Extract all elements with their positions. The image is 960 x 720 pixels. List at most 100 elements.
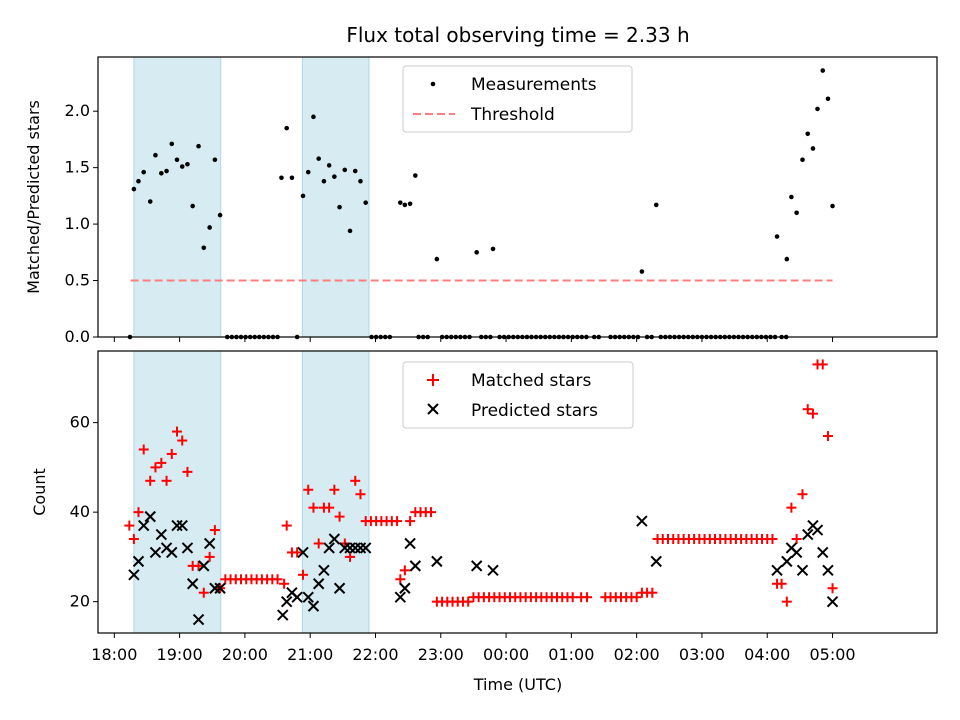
- measurement-point: [413, 173, 418, 178]
- predicted-marker-b: [132, 555, 145, 568]
- predicted-star-point: [192, 613, 205, 626]
- predicted-marker-b: [431, 555, 443, 568]
- predicted-star-point: [811, 524, 824, 536]
- matched-star-point: [272, 574, 283, 585]
- predicted-marker-b: [186, 578, 199, 590]
- measurement-point: [332, 174, 337, 179]
- x-tick-label: 23:00: [418, 645, 464, 664]
- shaded-interval-top-1: [301, 56, 370, 338]
- shaded-interval-top-0: [133, 56, 222, 338]
- predicted-marker-b: [312, 578, 325, 590]
- top-axes-frame: [97, 56, 938, 338]
- matched-star-point: [334, 511, 345, 522]
- measurement-point: [337, 204, 342, 210]
- matched-star-point: [303, 484, 314, 495]
- predicted-star-point: [636, 515, 648, 527]
- measurement-point: [474, 250, 479, 255]
- matched-star-point: [279, 578, 290, 589]
- matched-star-point: [150, 462, 161, 473]
- matched-star-point: [193, 560, 204, 571]
- predicted-star-point: [354, 542, 367, 554]
- predicted-star-point: [209, 582, 221, 594]
- bottom-y-axis-label: Count: [30, 468, 49, 516]
- matched-star-point: [345, 551, 356, 562]
- predicted-marker-b: [796, 564, 809, 577]
- matched-star-point: [145, 475, 156, 486]
- bottom-y-tick-label: 60: [70, 413, 90, 432]
- predicted-marker-b: [297, 546, 309, 559]
- predicted-star-point: [359, 542, 372, 554]
- legend-predicted-label: Predicted stars: [471, 401, 598, 421]
- measurement-point: [805, 131, 811, 137]
- x-tick-label: 04:00: [744, 645, 790, 664]
- predicted-marker-b: [181, 542, 194, 554]
- predicted-star-point: [328, 533, 341, 545]
- shaded-interval-bottom-0: [133, 350, 222, 634]
- predicted-marker-b: [811, 524, 824, 536]
- matched-star-point: [324, 502, 335, 513]
- predicted-star-point: [181, 542, 194, 554]
- measurement-point: [279, 175, 284, 181]
- predicted-marker-b: [149, 546, 162, 559]
- measurement-point: [407, 201, 413, 207]
- measurement-point: [305, 169, 311, 175]
- predicted-marker-b: [359, 542, 372, 554]
- predicted-marker-b: [826, 595, 839, 608]
- measurement-point: [153, 152, 158, 158]
- shaded-interval-bottom-1: [301, 350, 370, 634]
- predicted-star-point: [166, 546, 178, 559]
- matched-star-point: [817, 359, 828, 370]
- predicted-marker-b: [487, 564, 499, 577]
- measurement-point: [789, 194, 794, 200]
- predicted-marker-b: [209, 582, 221, 594]
- legend-measurements-label: Measurements: [471, 75, 597, 95]
- predicted-star-point: [312, 578, 325, 590]
- measurement-point: [398, 200, 403, 205]
- predicted-marker-b: [328, 533, 341, 545]
- matched-star-point: [298, 569, 309, 580]
- x-tick-label: 21:00: [287, 645, 333, 664]
- matched-star-point: [425, 507, 436, 518]
- predicted-marker-b: [323, 542, 335, 554]
- x-tick-label: 05:00: [809, 645, 855, 664]
- top-y-axis-label: Matched/Predicted stars: [24, 100, 43, 294]
- measurement-point: [825, 96, 831, 102]
- matched-star-point: [313, 538, 324, 549]
- predicted-star-point: [399, 582, 411, 594]
- predicted-marker-b: [802, 528, 814, 541]
- matched-star-point: [138, 444, 149, 455]
- chart-title: Flux total observing time = 2.33 h: [346, 23, 689, 47]
- matched-star-point: [308, 502, 319, 513]
- top-x-ticks: [113, 337, 834, 342]
- predicted-star-point: [132, 555, 145, 568]
- x-tick-label: 03:00: [679, 645, 725, 664]
- predicted-star-point: [826, 595, 839, 608]
- predicted-star-point: [409, 560, 422, 572]
- measurement-point: [284, 125, 289, 131]
- bottom-axes-frame: [97, 350, 938, 634]
- predicted-marker-b: [137, 519, 150, 532]
- measurement-point: [316, 156, 321, 161]
- predicted-star-point: [307, 600, 320, 612]
- matched-star-point: [399, 565, 410, 576]
- predicted-marker-b: [817, 546, 829, 559]
- measurement-point: [136, 178, 141, 184]
- legend-measurement-marker: [430, 81, 436, 87]
- legend-matched-label: Matched stars: [471, 371, 591, 391]
- predicted-marker-b: [166, 546, 178, 559]
- predicted-star-point: [277, 609, 289, 621]
- measurement-point: [147, 199, 153, 204]
- matched-star-point: [204, 551, 215, 562]
- predicted-marker-b: [409, 560, 422, 572]
- measurement-point: [434, 256, 440, 262]
- matched-star-point: [198, 587, 209, 598]
- measurement-point: [185, 161, 190, 167]
- matched-star-point: [209, 525, 220, 536]
- predicted-star-point: [817, 546, 829, 559]
- measurement-point: [207, 225, 212, 230]
- measurement-point: [300, 193, 306, 199]
- measurement-point: [830, 203, 835, 209]
- matched-star-point: [177, 435, 188, 446]
- x-tick-label: 19:00: [157, 645, 203, 664]
